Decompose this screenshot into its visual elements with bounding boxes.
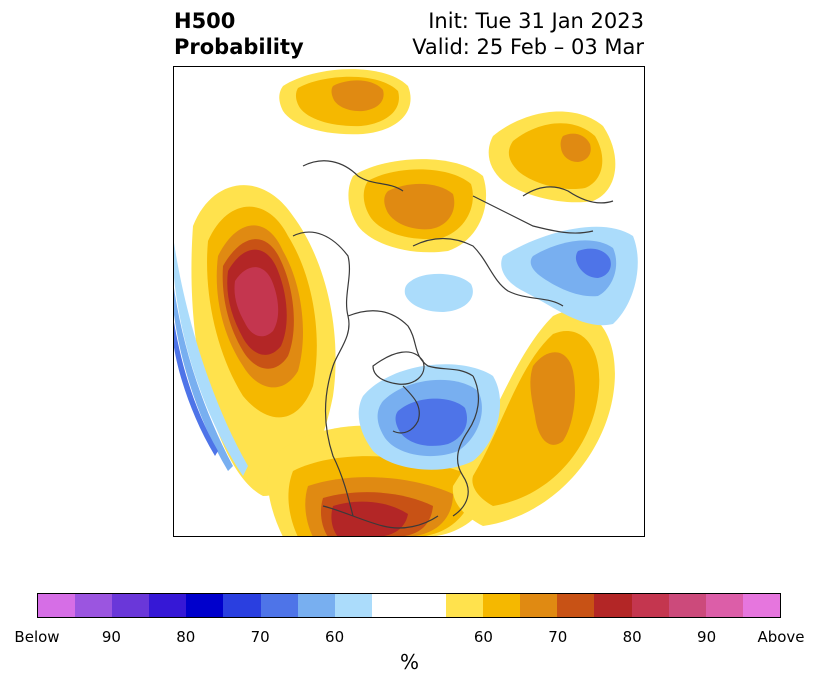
colorbar-ticks: Below 90 80 70 60 60 70 80 90 Above: [0, 628, 819, 648]
colorbar-tick-label: 90: [101, 628, 121, 646]
colorbar-segment: [371, 594, 409, 617]
colorbar-tick-label: 80: [176, 628, 196, 646]
colorbar-segment: [112, 594, 150, 617]
colorbar-segment: [705, 594, 743, 617]
colorbar-tick-label: 80: [622, 628, 642, 646]
colorbar-segment: [408, 594, 447, 617]
chart-title: H500 Probability: [174, 8, 304, 60]
colorbar-tick-label: 90: [697, 628, 717, 646]
colorbar-segment: [260, 594, 298, 617]
anomaly-above-siberia: [488, 111, 616, 203]
colorbar-units: %: [399, 650, 419, 674]
colorbar-tick-label: 60: [473, 628, 493, 646]
anomaly-below-eastern-canada: [358, 364, 501, 470]
title-variable: H500: [174, 9, 236, 33]
colorbar-segment: [446, 594, 484, 617]
colorbar: [37, 593, 781, 618]
anomaly-above-gulf-of-alaska: [191, 185, 336, 496]
coastlines: [292, 160, 614, 529]
colorbar-tick-label: 70: [548, 628, 568, 646]
colorbar-tick-label: 60: [325, 628, 345, 646]
colorbar-segment: [668, 594, 706, 617]
colorbar-segment: [594, 594, 632, 617]
colorbar-tick-label: Below: [14, 628, 60, 646]
colorbar-segment: [186, 594, 224, 617]
anomaly-above-atlantic: [452, 310, 615, 526]
chart-subtitle: Init: Tue 31 Jan 2023 Valid: 25 Feb – 03…: [412, 8, 644, 60]
valid-time: Valid: 25 Feb – 03 Mar: [412, 35, 644, 59]
colorbar-segment: [75, 594, 113, 617]
colorbar-segment: [631, 594, 669, 617]
colorbar-tick-label: 70: [250, 628, 270, 646]
probability-map: [173, 66, 645, 537]
colorbar-segment: [742, 594, 780, 617]
colorbar-segment: [334, 594, 372, 617]
colorbar-segment: [520, 594, 558, 617]
anomaly-below-greenland-sea: [404, 273, 473, 312]
colorbar-segment: [223, 594, 261, 617]
anomaly-above-western-arctic: [279, 69, 411, 135]
colorbar-segment: [557, 594, 595, 617]
map-panel: [173, 66, 645, 537]
colorbar-segment: [38, 594, 76, 617]
anomaly-above-kara-sea: [348, 159, 487, 253]
colorbar-segment: [483, 594, 521, 617]
anomaly-below-scandinavia: [501, 226, 638, 326]
colorbar-tick-label: Above: [757, 628, 805, 646]
colorbar-segment: [149, 594, 187, 617]
colorbar-segment: [297, 594, 335, 617]
title-product: Probability: [174, 35, 304, 59]
init-time: Init: Tue 31 Jan 2023: [428, 9, 644, 33]
